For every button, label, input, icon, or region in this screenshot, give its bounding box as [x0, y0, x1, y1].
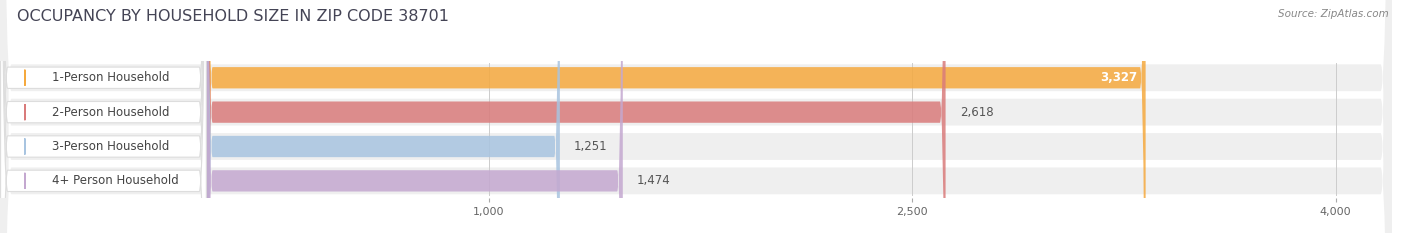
Text: 4+ Person Household: 4+ Person Household [52, 174, 179, 187]
FancyBboxPatch shape [207, 0, 560, 233]
FancyBboxPatch shape [207, 0, 623, 233]
FancyBboxPatch shape [207, 0, 1146, 233]
FancyBboxPatch shape [0, 0, 207, 233]
FancyBboxPatch shape [0, 0, 207, 233]
Text: 1,251: 1,251 [574, 140, 607, 153]
Text: 3,327: 3,327 [1099, 71, 1137, 84]
Text: 1,474: 1,474 [637, 174, 671, 187]
Text: 1-Person Household: 1-Person Household [52, 71, 169, 84]
FancyBboxPatch shape [0, 0, 207, 233]
Text: Source: ZipAtlas.com: Source: ZipAtlas.com [1278, 9, 1389, 19]
FancyBboxPatch shape [0, 0, 207, 233]
Text: OCCUPANCY BY HOUSEHOLD SIZE IN ZIP CODE 38701: OCCUPANCY BY HOUSEHOLD SIZE IN ZIP CODE … [17, 9, 449, 24]
Text: 2-Person Household: 2-Person Household [52, 106, 169, 119]
FancyBboxPatch shape [207, 0, 946, 233]
Text: 3-Person Household: 3-Person Household [52, 140, 169, 153]
Text: 2,618: 2,618 [960, 106, 993, 119]
